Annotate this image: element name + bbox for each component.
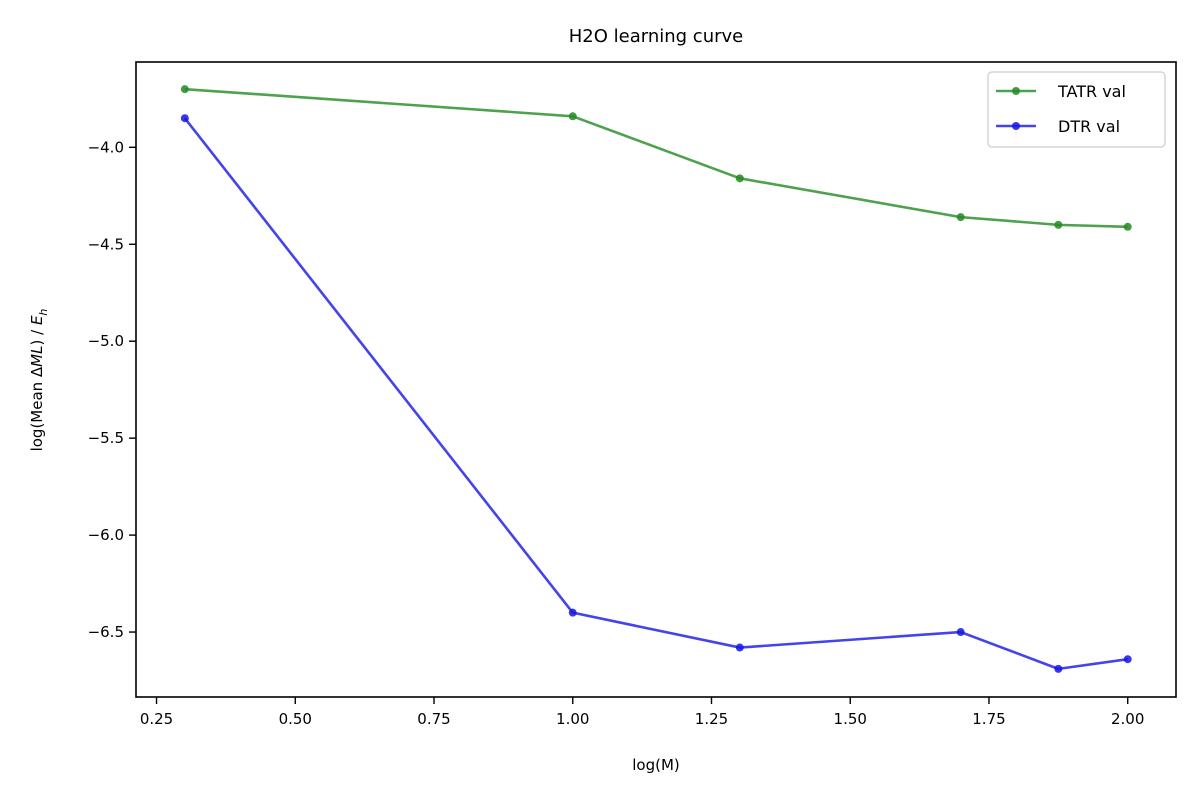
data-point [735,643,744,652]
x-tick-label: 1.75 [972,710,1005,728]
x-tick-label: 1.25 [695,710,728,728]
data-point [568,608,577,617]
legend-marker [1012,87,1020,95]
x-tick-label: 0.50 [279,710,312,728]
series-line-0 [184,87,1128,229]
y-tick-label: −5.5 [88,429,124,447]
y-axis-label-ml: ML [28,345,46,366]
legend-label: DTR val [1058,117,1120,136]
y-axis-label-delta: Δ [28,366,46,377]
y-axis-label-prefix: log(Mean [28,377,46,451]
legend: TATR val DTR val [987,71,1166,148]
chart-title: H2O learning curve [569,26,743,47]
y-axis-label-sub: h [37,309,50,316]
data-point [956,628,965,637]
x-axis: 0.25 0.50 0.75 1.00 1.25 1.50 1.75 2.00 [140,697,1144,728]
y-axis-label-mid: ) / [28,325,46,345]
data-point [1123,655,1132,664]
y-tick-label: −4.5 [88,235,124,253]
x-tick-label: 0.75 [417,710,450,728]
y-axis-label: log(Mean ΔML) / Eh [28,309,50,452]
y-tick-label: −6.5 [88,623,124,641]
y-axis-label-e: E [28,315,46,325]
series-layer [180,85,1132,673]
y-tick-label: −6.0 [88,526,124,544]
x-axis-label: log(M) [632,756,680,774]
x-tick-label: 2.00 [1111,710,1144,728]
x-tick-label: 0.25 [140,710,173,728]
series-line-1 [183,117,1128,671]
data-point [1054,664,1063,673]
data-point [1123,222,1132,231]
x-tick-label: 1.50 [834,710,867,728]
y-axis: −4.0 −4.5 −5.0 −5.5 −6.0 −6.5 [88,138,136,641]
plot-frame [135,61,1177,698]
y-tick-label: −5.0 [88,332,124,350]
x-tick-label: 1.00 [556,710,589,728]
y-tick-label: −4.0 [88,138,124,156]
data-point [735,174,744,183]
data-point [180,114,189,123]
data-point [180,85,189,94]
data-point [568,112,577,121]
data-point [956,213,965,222]
data-point [1054,220,1063,229]
legend-marker [1012,122,1020,130]
legend-label: TATR val [1057,82,1126,101]
